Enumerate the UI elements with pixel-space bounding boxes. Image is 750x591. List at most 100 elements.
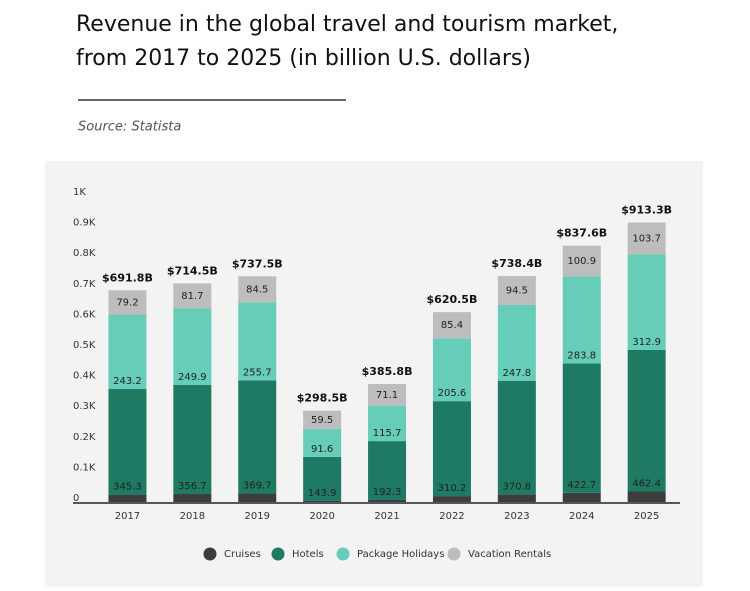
- bar-segment: [497, 380, 536, 495]
- data-label: 85.4: [441, 320, 463, 331]
- y-tick-label: 0.9K: [73, 218, 96, 229]
- bar-segment: [108, 314, 147, 389]
- data-label: 356.7: [178, 481, 207, 492]
- data-label: 59.5: [311, 415, 333, 426]
- x-tick-label: 2024: [569, 511, 594, 522]
- bar-segment: [173, 384, 212, 494]
- data-label: 115.7: [373, 428, 402, 439]
- bar-segment: [497, 276, 536, 305]
- x-tick-label: 2020: [309, 511, 334, 522]
- bar-segment: [108, 494, 147, 502]
- legend-label: Cruises: [224, 549, 261, 560]
- y-tick-label: 0.7K: [73, 279, 96, 290]
- data-label: 249.9: [178, 372, 207, 383]
- total-label: $620.5B: [427, 293, 478, 306]
- y-tick-label: 0.1K: [73, 462, 96, 473]
- y-tick-label: 0: [73, 493, 79, 504]
- chart-title: Revenue in the global travel and tourism…: [76, 12, 619, 71]
- bar-segment: [562, 276, 601, 364]
- bar-segment: [303, 456, 342, 501]
- bar-segment: [627, 254, 666, 351]
- bar-segment: [562, 492, 601, 502]
- data-label: 71.1: [376, 390, 398, 401]
- bar-segment: [562, 363, 601, 493]
- bar-segment: [497, 304, 536, 381]
- bar-segment: [627, 491, 666, 502]
- bar-segment: [368, 405, 407, 442]
- x-tick-label: 2023: [504, 511, 529, 522]
- legend-swatch: [447, 547, 461, 561]
- data-label: 247.8: [503, 368, 532, 379]
- bar-segment: [238, 380, 277, 494]
- bar-segment: [238, 302, 277, 381]
- data-label: 255.7: [243, 367, 272, 378]
- total-label: $691.8B: [102, 271, 153, 284]
- bar-segment: [238, 493, 277, 502]
- x-tick-label: 2018: [180, 511, 205, 522]
- data-label: 192.3: [373, 487, 402, 498]
- bar-segment: [432, 338, 471, 402]
- bar-segment: [627, 222, 666, 255]
- data-label: 205.6: [438, 388, 467, 399]
- total-label: $714.5B: [167, 264, 218, 277]
- data-label: 81.7: [181, 291, 203, 302]
- bar-segment: [562, 245, 601, 277]
- bar-segment: [368, 441, 407, 500]
- data-label: 422.7: [567, 480, 596, 491]
- y-tick-label: 1K: [73, 187, 86, 198]
- data-label: 369.7: [243, 481, 272, 492]
- total-label: $837.6B: [556, 227, 607, 240]
- bar-segment: [368, 383, 407, 406]
- legend-swatch: [203, 547, 217, 561]
- data-label: 283.8: [567, 350, 596, 361]
- bar-segment: [173, 283, 212, 309]
- y-tick-label: 0.2K: [73, 432, 96, 443]
- bar-segment: [432, 312, 471, 339]
- bar-segment: [303, 410, 342, 429]
- data-label: 91.6: [311, 444, 333, 455]
- y-tick-label: 0.4K: [73, 371, 96, 382]
- data-label: 79.2: [116, 297, 138, 308]
- bar-segment: [368, 499, 407, 502]
- legend-swatch: [271, 547, 285, 561]
- bar-segment: [173, 308, 212, 385]
- bar-segment: [432, 496, 471, 502]
- y-tick-label: 0.3K: [73, 401, 96, 412]
- y-tick-label: 0.8K: [73, 248, 96, 259]
- data-label: 143.9: [308, 488, 337, 499]
- total-label: $913.3B: [621, 204, 672, 217]
- bar-segment: [108, 388, 147, 495]
- legend-label: Package Holidays: [357, 549, 444, 560]
- bar-segment: [108, 290, 147, 315]
- legend-label: Hotels: [292, 549, 324, 560]
- source: Source: Statista: [78, 120, 181, 135]
- data-label: 84.5: [246, 284, 268, 295]
- data-label: 462.4: [632, 479, 661, 490]
- bar-segment: [238, 276, 277, 303]
- y-tick-label: 0.6K: [73, 309, 96, 320]
- bar-segment: [173, 493, 212, 502]
- bar-segment: [432, 401, 471, 497]
- data-label: 310.2: [438, 483, 467, 494]
- x-tick-label: 2017: [115, 511, 140, 522]
- bar-segment: [303, 500, 342, 502]
- bar-segment: [497, 494, 536, 502]
- total-label: $737.5B: [232, 257, 283, 270]
- x-tick-label: 2019: [245, 511, 270, 522]
- bar-segment: [303, 428, 342, 457]
- data-label: 94.5: [506, 286, 528, 297]
- total-label: $385.8B: [362, 365, 413, 378]
- bar-segment: [627, 350, 666, 492]
- x-tick-label: 2025: [634, 511, 659, 522]
- data-label: 103.7: [632, 233, 661, 244]
- y-tick-label: 0.5K: [73, 340, 96, 351]
- data-label: 345.3: [113, 482, 142, 493]
- x-tick-label: 2021: [374, 511, 399, 522]
- total-label: $298.5B: [297, 392, 348, 405]
- total-label: $738.4B: [491, 257, 542, 270]
- data-label: 312.9: [632, 337, 661, 348]
- data-label: 370.8: [503, 481, 532, 492]
- data-label: 243.2: [113, 376, 142, 387]
- title-box: Revenue in the global travel and tourism…: [76, 12, 619, 71]
